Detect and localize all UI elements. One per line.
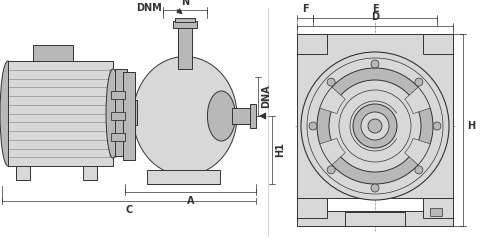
Bar [111, 133, 125, 141]
Wedge shape [404, 87, 430, 114]
Circle shape [329, 80, 421, 172]
Bar [250, 104, 256, 128]
Polygon shape [147, 170, 220, 184]
Polygon shape [83, 166, 97, 180]
Bar [297, 34, 327, 54]
Text: H1: H1 [275, 142, 285, 157]
Text: DNM: DNM [136, 3, 162, 13]
Circle shape [433, 122, 441, 130]
Bar [115, 69, 127, 155]
Circle shape [415, 78, 423, 86]
Circle shape [327, 166, 335, 174]
Text: C: C [126, 205, 132, 215]
Bar [423, 34, 453, 54]
Bar [33, 45, 73, 61]
Bar [8, 61, 113, 166]
Polygon shape [16, 166, 30, 180]
Text: N: N [181, 0, 189, 7]
Bar [123, 72, 135, 160]
Ellipse shape [208, 91, 236, 141]
Bar [345, 212, 405, 226]
Bar [430, 208, 442, 216]
Bar [423, 198, 453, 218]
Text: H: H [467, 121, 475, 131]
Circle shape [371, 60, 379, 68]
Circle shape [327, 78, 335, 86]
Text: F: F [302, 4, 308, 14]
Circle shape [309, 122, 317, 130]
Circle shape [361, 112, 389, 140]
Bar [297, 198, 327, 218]
Wedge shape [404, 138, 430, 165]
Circle shape [415, 166, 423, 174]
Bar [178, 26, 192, 69]
Wedge shape [320, 87, 345, 114]
Text: E: E [372, 4, 378, 14]
Bar [297, 211, 453, 226]
Ellipse shape [142, 81, 212, 131]
Text: A: A [187, 196, 194, 206]
Circle shape [317, 68, 433, 184]
Bar [109, 69, 117, 158]
Circle shape [301, 52, 449, 200]
Circle shape [368, 119, 382, 133]
Ellipse shape [0, 61, 16, 166]
Text: DNA: DNA [261, 85, 271, 108]
Bar [173, 21, 197, 28]
Bar [232, 108, 252, 124]
Bar [175, 18, 195, 22]
Circle shape [353, 104, 397, 148]
Text: D: D [371, 12, 379, 22]
Ellipse shape [133, 57, 237, 175]
Bar [111, 112, 125, 120]
Circle shape [371, 184, 379, 192]
Bar [111, 91, 125, 99]
Ellipse shape [106, 69, 120, 158]
Bar [297, 34, 453, 198]
Wedge shape [320, 138, 345, 165]
Bar [127, 100, 137, 125]
